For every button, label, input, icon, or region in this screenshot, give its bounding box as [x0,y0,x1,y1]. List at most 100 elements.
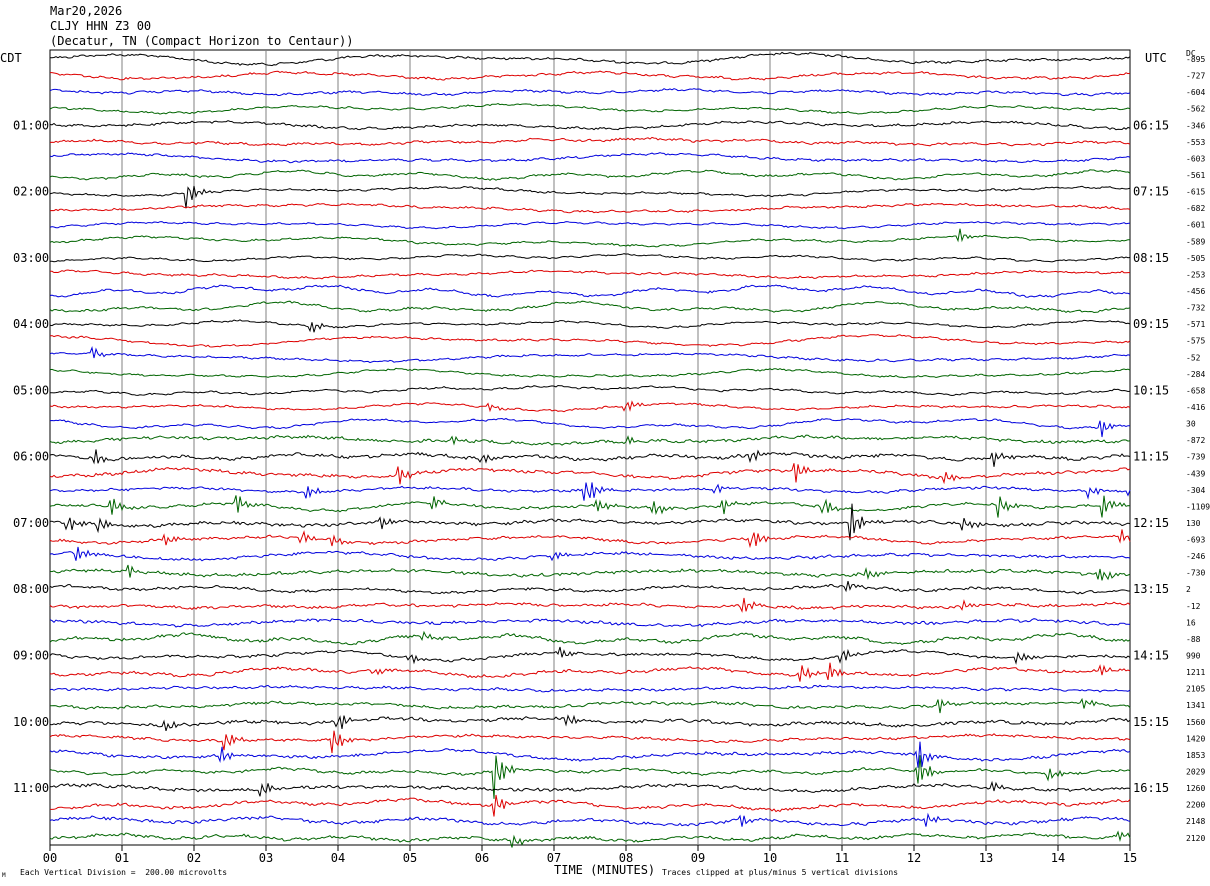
left-hour-label: 11:00 [13,781,49,795]
trace-line [49,482,1131,501]
dc-offset-label: 1211 [1186,668,1205,677]
left-timezone-label: CDT [0,51,22,65]
left-hour-label: 01:00 [13,118,49,132]
trace-line [49,417,1131,438]
dc-offset-label: -416 [1186,403,1205,412]
trace-line [50,51,1131,67]
trace-line [49,202,1131,214]
trace-line [49,564,1131,581]
trace-line [49,780,1131,797]
dc-offset-label: -456 [1186,287,1205,296]
dc-offset-label: 130 [1186,519,1201,528]
clip-note: Traces clipped at plus/minus 5 vertical … [662,868,899,877]
right-hour-label: 08:15 [1133,251,1169,265]
x-tick-label: 05 [403,851,417,865]
dc-offset-label: 990 [1186,652,1201,661]
left-hour-label: 08:00 [13,582,49,596]
trace-line [50,794,1131,817]
dc-offset-label: 1260 [1186,784,1205,793]
trace-line [49,367,1131,379]
trace-line [49,755,1131,799]
dc-offset-label: -589 [1186,237,1205,246]
right-hour-label: 15:15 [1133,715,1169,729]
dc-offset-label: -52 [1186,353,1201,362]
trace-line [49,580,1130,595]
trace-line [49,697,1131,714]
trace-line [49,830,1131,848]
trace-line [49,269,1131,280]
trace-line [49,346,1131,364]
dc-offset-label: -682 [1186,204,1205,213]
right-hour-label: 12:15 [1133,516,1169,530]
dc-offset-label: -604 [1186,88,1205,97]
trace-line [49,169,1131,181]
x-tick-label: 07 [547,851,561,865]
right-hour-label: 13:15 [1133,582,1169,596]
x-tick-label: 11 [835,851,849,865]
dc-offset-label: -603 [1186,154,1205,163]
trace-line [49,546,1131,562]
left-hour-label: 09:00 [13,649,49,663]
x-tick-label: 01 [115,851,129,865]
x-tick-label: 09 [691,851,705,865]
left-hour-label: 10:00 [13,715,49,729]
trace-line [50,384,1131,397]
trace-line [49,136,1131,147]
trace-line [49,300,1131,314]
dc-offset-label: 2 [1186,585,1191,594]
left-hour-label: 02:00 [13,185,49,199]
dc-offset-label: 2120 [1186,834,1205,843]
scale-note: Each Vertical Division = 200.00 microvol… [20,868,228,877]
x-tick-label: 13 [979,851,993,865]
dc-header-label: DC [1186,49,1196,58]
dc-offset-label: -562 [1186,105,1205,114]
trace-line [49,220,1131,230]
dc-offset-label: -727 [1186,72,1205,81]
dc-offset-label: 1341 [1186,701,1205,710]
trace-line [49,630,1131,646]
dc-offset-label: 1560 [1186,718,1205,727]
dc-offset-label: -1109 [1186,502,1210,511]
trace-line [49,597,1131,613]
trace-line [49,495,1131,518]
right-hour-label: 14:15 [1133,649,1169,663]
left-hour-label: 05:00 [13,383,49,397]
trace-line [49,120,1131,131]
dc-offset-label: -895 [1186,55,1205,64]
header-location: (Decatur, TN (Compact Horizon to Centaur… [50,34,354,48]
dc-offset-label: -693 [1186,536,1205,545]
trace-line [50,253,1131,263]
left-hour-label: 06:00 [13,450,49,464]
dc-offset-label: 2029 [1186,768,1205,777]
dc-offset-label: 2105 [1186,685,1205,694]
trace-line [49,684,1131,693]
trace-line [49,662,1131,682]
corner-mark: M [2,872,6,879]
x-tick-label: 12 [907,851,921,865]
right-hour-label: 10:15 [1133,383,1169,397]
dc-offset-label: -561 [1186,171,1205,180]
dc-offset-label: -615 [1186,188,1205,197]
trace-line [49,185,1131,209]
dc-offset-label: -601 [1186,221,1205,230]
trace-line [49,228,1131,248]
trace-line [49,400,1131,413]
trace-line [49,334,1131,348]
dc-offset-label: -253 [1186,270,1205,279]
x-tick-label: 10 [763,851,777,865]
trace-line [49,88,1131,97]
header-station: CLJY HHN Z3 00 [50,19,152,33]
dc-offset-label: -553 [1186,138,1205,147]
dc-offset-label: -284 [1186,370,1205,379]
x-tick-label: 04 [331,851,345,865]
trace-line [49,284,1131,298]
trace-line [49,618,1131,628]
right-hour-label: 07:15 [1133,185,1169,199]
trace-line [49,319,1131,333]
dc-offset-label: 1853 [1186,751,1205,760]
dc-offset-label: -88 [1186,635,1201,644]
dc-offset-label: -575 [1186,337,1205,346]
dc-offset-label: -732 [1186,304,1205,313]
x-tick-label: 08 [619,851,633,865]
